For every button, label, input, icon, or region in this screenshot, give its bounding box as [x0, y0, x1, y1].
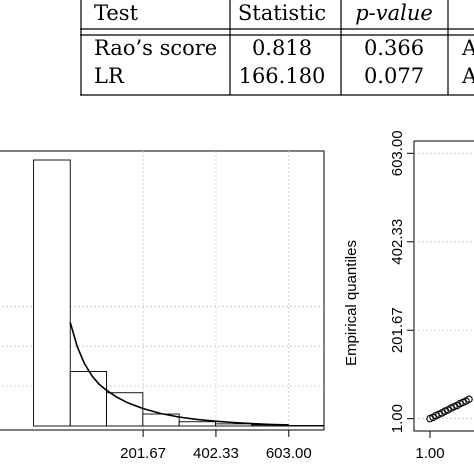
x-tick-label: 201.67 — [120, 445, 166, 462]
table-cell: 0.077 — [364, 64, 424, 88]
histogram-x-axis: 201.67 402.33 603.00 — [120, 430, 312, 462]
qq-y-axis-label: Empirical quantiles — [343, 240, 360, 366]
histogram-bar — [106, 392, 144, 427]
qq-x-axis: 1.00 — [415, 431, 445, 462]
histogram-grid — [0, 151, 324, 430]
table-cell: 0.818 — [252, 36, 312, 60]
qq-y-axis: 1.00 201.67 402.33 603.00 — [389, 130, 414, 433]
y-tick-label: 1.00 — [389, 404, 406, 433]
histogram-panel: 201.67 402.33 603.00 — [0, 150, 325, 462]
qq-plot-frame — [413, 140, 474, 432]
y-tick-label: 201.67 — [389, 307, 406, 353]
qq-plot-panel: 1.00 201.67 402.33 603.00 1.00 Empirical qu… — [343, 130, 474, 462]
x-tick-label: 402.33 — [193, 445, 239, 462]
y-tick-label: 603.00 — [389, 130, 406, 176]
x-tick-label: 603.00 — [266, 445, 312, 462]
histogram-bar — [33, 159, 71, 427]
table-cell: 166.180 — [239, 64, 326, 88]
table-header-statistic: Statistic — [238, 1, 326, 25]
table-header-p-value: p-value — [355, 1, 433, 25]
table-cell: A — [461, 64, 474, 88]
y-tick-label: 402.33 — [389, 219, 406, 265]
x-tick-label: 1.00 — [415, 445, 444, 462]
histogram-bar — [69, 371, 107, 427]
histogram-bar — [215, 423, 253, 427]
qq-points — [426, 395, 473, 423]
table-cell: Rao’s score — [94, 36, 217, 60]
qq-point — [465, 395, 473, 404]
table-cell: A — [461, 36, 474, 60]
histogram-bar — [287, 425, 325, 427]
density-curve — [69, 322, 289, 426]
histogram-bar — [178, 421, 216, 427]
results-table: Test Statistic p-value Rao’s score 0.818… — [80, 0, 474, 96]
table-cell: LR — [94, 64, 125, 88]
histogram-bars — [33, 159, 325, 427]
table-cell: 0.366 — [364, 36, 424, 60]
table-header-test: Test — [94, 1, 139, 25]
